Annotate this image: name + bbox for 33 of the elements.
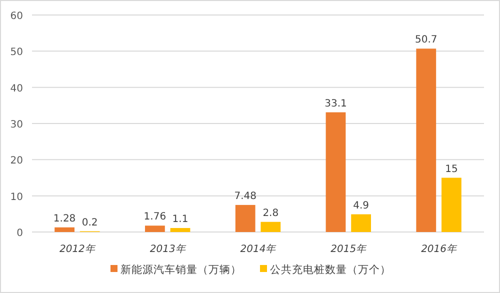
bar [351, 214, 371, 232]
bar [235, 204, 256, 232]
x-tick-label: 2012年 [59, 243, 96, 255]
data-label: 4.9 [353, 200, 370, 212]
data-label: 2.8 [262, 208, 279, 219]
data-label: 1.28 [53, 213, 76, 224]
data-label: 33.1 [324, 98, 347, 110]
x-tick-label: 2016年 [421, 243, 458, 255]
bar [416, 48, 436, 232]
bar [326, 112, 346, 232]
bar [145, 226, 165, 232]
y-tick-label: 50 [10, 47, 23, 58]
y-tick-label: 20 [10, 156, 23, 167]
data-label: 0.2 [82, 217, 98, 228]
bar [442, 178, 462, 232]
y-tick-label: 10 [10, 192, 23, 203]
y-tick-label: 60 [10, 11, 23, 22]
legend-label: 公共充电桩数量（万个） [270, 263, 391, 276]
data-label: 1.1 [172, 214, 188, 226]
data-label: 1.76 [144, 212, 166, 223]
x-tick-label: 2015年 [330, 243, 368, 255]
data-label: 15 [445, 164, 458, 175]
y-tick-label: 30 [10, 120, 23, 130]
data-label: 50.7 [415, 34, 438, 46]
x-tick-label: 2013年 [150, 243, 186, 255]
bar [170, 228, 190, 232]
y-tick-label: 40 [10, 83, 23, 94]
bar [54, 227, 74, 232]
data-label: 7.48 [234, 190, 256, 202]
y-tick-label: 0 [16, 228, 23, 239]
legend-label: 新能源汽车销量（万辆） [120, 263, 242, 276]
bar [260, 222, 281, 232]
x-tick-label: 2014年 [240, 243, 277, 255]
